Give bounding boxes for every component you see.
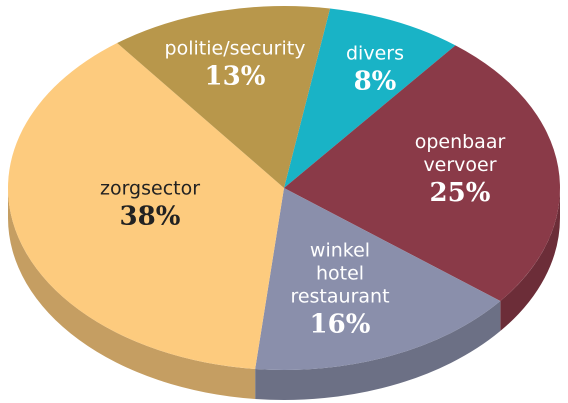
slice (117, 5, 331, 188)
slice (7, 43, 284, 370)
slice (255, 188, 501, 370)
slice-label: openbaar vervoer 25% (400, 131, 520, 209)
category-label: zorgsector (99, 177, 201, 200)
slice-side (8, 188, 256, 400)
slice (284, 45, 560, 302)
slice-label: politie/security 13% (145, 38, 325, 93)
value-label: 38% (119, 201, 181, 232)
category-label: divers (346, 42, 404, 65)
value-label: 8% (353, 66, 397, 97)
value-label: 13% (204, 61, 266, 92)
slice-label: divers 8% (330, 43, 420, 98)
slice-side (500, 188, 560, 332)
slice (284, 8, 456, 188)
category-label: politie/security (164, 37, 306, 60)
slice-label: winkel hotel restaurant 16% (285, 240, 395, 341)
value-label: 16% (309, 309, 371, 340)
category-label: openbaar vervoer (414, 131, 506, 176)
category-label: winkel hotel restaurant (290, 239, 390, 308)
slice-label: zorgsector 38% (70, 178, 230, 233)
value-label: 25% (429, 178, 491, 208)
slice-side (255, 301, 501, 401)
